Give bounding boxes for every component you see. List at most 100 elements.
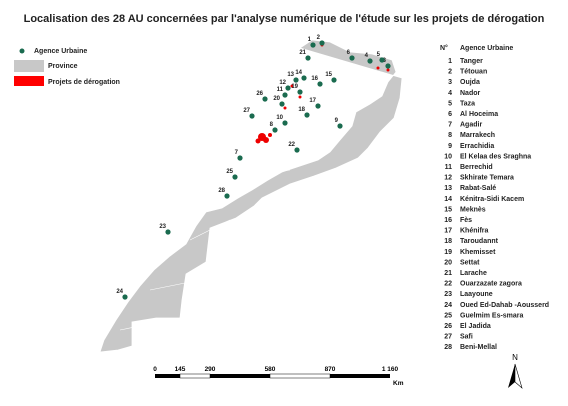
- agency-point: [305, 55, 311, 61]
- point-label: 2: [317, 35, 321, 41]
- table-number: 4: [448, 90, 452, 97]
- table-name: Taza: [460, 100, 475, 107]
- agency-point: [349, 55, 355, 61]
- table-name: El Kelaa des Sraghna: [460, 153, 531, 160]
- north-label: N: [512, 353, 518, 362]
- legend-label: Province: [48, 63, 78, 70]
- agency-point: [379, 57, 385, 63]
- table-number: 24: [444, 302, 452, 309]
- legend-point-swatch: [19, 48, 25, 54]
- agency-point: [310, 42, 316, 48]
- agency-point: [385, 63, 391, 69]
- table-name: El Jadida: [460, 323, 491, 330]
- table-number: 18: [444, 238, 452, 245]
- point-label: 11: [277, 87, 284, 93]
- table-name: Taroudannt: [460, 238, 499, 245]
- point-label: 24: [116, 289, 123, 295]
- legend-label: Projets de dérogation: [48, 79, 120, 86]
- agency-point: [319, 40, 325, 46]
- point-label: 14: [295, 70, 302, 76]
- table-number: 15: [444, 206, 452, 213]
- country-shape: [99, 39, 403, 353]
- table-number: 5: [448, 100, 452, 107]
- table-name: Oued Ed-Dahab -Aousserd: [460, 302, 549, 309]
- point-label: 1: [308, 37, 312, 43]
- table-name: Marrakech: [460, 132, 495, 139]
- agency-point: [315, 103, 321, 109]
- table-name: Agadir: [460, 122, 482, 129]
- table-name: Fès: [460, 217, 472, 224]
- agency-point: [294, 147, 300, 153]
- north-arrow: [508, 363, 523, 389]
- table-number: 8: [448, 132, 452, 139]
- point-label: 25: [226, 169, 233, 175]
- table-number: 1: [448, 58, 452, 65]
- table-name: Beni-Mellal: [460, 344, 497, 351]
- point-label: 15: [325, 72, 332, 78]
- scale-label: 0: [153, 366, 157, 373]
- point-label: 18: [298, 107, 305, 113]
- table-number: 3: [448, 79, 452, 86]
- point-label: 23: [159, 224, 166, 230]
- point-label: 27: [243, 108, 250, 114]
- legend-province-swatch: [14, 60, 44, 72]
- agency-point: [367, 58, 373, 64]
- table-name: Kénitra-Sidi Kacem: [460, 196, 524, 203]
- table-name: Nador: [460, 90, 481, 97]
- point-label: 12: [279, 80, 286, 86]
- point-label: 6: [347, 50, 351, 56]
- table-name: Skhirate Temara: [460, 175, 514, 182]
- table-name: Khemisset: [460, 249, 496, 256]
- table-name: Rabat-Salé: [460, 185, 496, 192]
- point-label: 28: [218, 188, 225, 194]
- agency-point: [224, 193, 230, 199]
- table-number: 13: [444, 185, 452, 192]
- agency-point: [293, 77, 299, 83]
- agency-point: [237, 155, 243, 161]
- agency-point: [285, 85, 291, 91]
- scale-bar: [155, 373, 390, 379]
- agency-point: [165, 229, 171, 235]
- point-label: 20: [273, 96, 280, 102]
- point-label: 5: [377, 52, 381, 58]
- table-number: 28: [444, 344, 452, 351]
- scale-unit: Km: [393, 380, 404, 387]
- table-number: 11: [445, 164, 453, 171]
- table-name: Errachidia: [460, 143, 494, 150]
- agency-point: [297, 89, 303, 95]
- agency-point: [304, 112, 310, 118]
- table-number: 10: [444, 153, 452, 160]
- legend-projects-swatch: [14, 76, 44, 86]
- scale-label: 1 160: [382, 366, 399, 373]
- point-label: 21: [299, 50, 306, 56]
- scale-label: 870: [325, 366, 336, 373]
- table-name: Oujda: [460, 79, 480, 86]
- table-number: 6: [448, 111, 452, 118]
- table-name: Meknès: [460, 206, 486, 213]
- table-name: Al Hoceima: [460, 111, 498, 118]
- table-number: 26: [444, 323, 452, 330]
- scale-label: 290: [205, 366, 216, 373]
- point-label: 10: [276, 115, 283, 121]
- agency-point: [337, 123, 343, 129]
- legend-label: Agence Urbaine: [34, 48, 87, 55]
- agency-point: [301, 75, 307, 81]
- table-name: Berrechid: [460, 164, 493, 171]
- table-number: 27: [444, 334, 452, 341]
- derogation-projects: [255, 43, 390, 144]
- table-number: 23: [444, 291, 452, 298]
- table-number: 2: [448, 69, 452, 76]
- point-label: 22: [288, 142, 295, 148]
- point-label: 7: [235, 150, 239, 156]
- point-label: 26: [256, 91, 263, 97]
- table-number: 21: [444, 270, 452, 277]
- agency-point: [331, 77, 337, 83]
- table-name: Laayoune: [460, 291, 493, 298]
- table-number: 22: [444, 281, 452, 288]
- table-name: Ouarzazate zagora: [460, 281, 522, 288]
- agency-point: [282, 120, 288, 126]
- table-header: Agence Urbaine: [460, 45, 513, 52]
- point-label: 8: [270, 122, 274, 128]
- table-number: 17: [444, 228, 452, 235]
